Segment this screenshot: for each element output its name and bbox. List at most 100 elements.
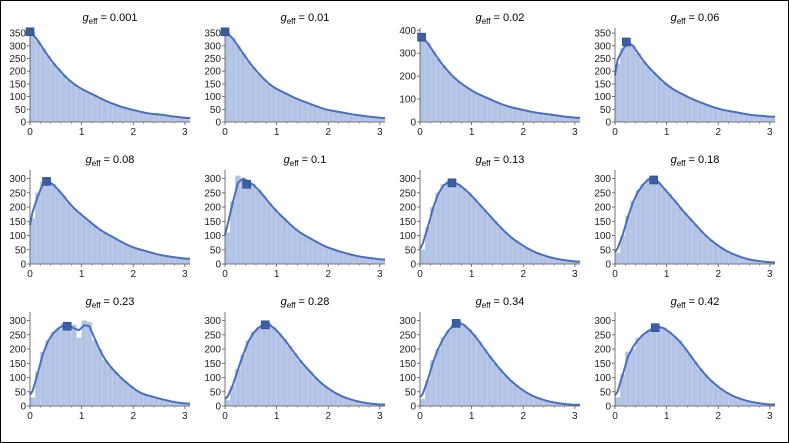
y-tick-label: 250 [399, 188, 416, 199]
histogram-bar [697, 368, 703, 407]
histogram-bar [71, 208, 77, 265]
histogram-bar [476, 94, 483, 123]
histogram-bar [133, 390, 139, 407]
y-tick-label: 200 [204, 203, 221, 214]
histogram-bar [512, 108, 519, 123]
y-tick-label: 50 [600, 387, 612, 398]
x-tick-label: 1 [469, 127, 475, 138]
histogram-bar [348, 254, 355, 265]
histogram-bar [45, 340, 51, 407]
y-tick-label: 150 [9, 79, 26, 90]
y-tick-label: 100 [9, 92, 26, 103]
histogram-bar [635, 53, 642, 123]
density-curve [29, 180, 190, 260]
y-tick-label: 200 [594, 203, 611, 214]
y-tick-label: 300 [594, 316, 611, 327]
histogram-bar [153, 114, 160, 123]
histogram-bar [507, 380, 514, 407]
title-value: = 0.08 [100, 154, 134, 166]
y-tick-label: 250 [9, 54, 26, 65]
histogram-bar [317, 243, 324, 265]
histogram-bar [630, 45, 636, 123]
histogram-bar [687, 354, 693, 407]
y-tick-label: 0 [20, 402, 26, 413]
histogram-bar [281, 92, 288, 123]
histogram-bar [645, 178, 652, 265]
histogram-bar [424, 42, 431, 123]
histogram-bar [445, 330, 452, 407]
histogram-bar [117, 106, 124, 123]
histogram-bar [440, 337, 447, 407]
peak-marker [622, 37, 631, 47]
histogram-bar [91, 95, 98, 123]
y-tick-label: 100 [9, 373, 26, 384]
y-tick-label: 100 [399, 373, 416, 384]
histogram-bar [307, 238, 313, 265]
histogram-bar [718, 247, 724, 265]
density-curve [30, 33, 190, 119]
histogram-bar [266, 323, 272, 407]
histogram-bar [291, 97, 298, 123]
y-tick-label: 300 [9, 41, 26, 52]
histogram-bar [302, 235, 308, 265]
histogram-bar [492, 363, 498, 407]
x-tick-label: 3 [767, 127, 773, 138]
histogram-bar [127, 246, 134, 265]
histogram-bar [271, 208, 277, 265]
y-tick-label: 200 [204, 345, 221, 356]
y-tick-label: 150 [594, 359, 611, 370]
title-value: = 0.13 [490, 154, 524, 166]
histogram-bar [71, 83, 77, 123]
y-tick-label: 0 [20, 118, 26, 129]
histogram-bar [681, 212, 688, 265]
histogram-bar [302, 365, 308, 407]
x-tick-label: 0 [612, 269, 618, 280]
histogram-bar [71, 324, 77, 407]
histogram-bar [419, 35, 426, 123]
histogram-bar [723, 110, 729, 123]
histogram-bar [676, 92, 683, 123]
x-tick-label: 0 [612, 411, 618, 422]
histogram-bar [481, 348, 488, 407]
histogram-bar [102, 232, 108, 265]
y-tick-label: 200 [594, 345, 611, 356]
histogram-bar [138, 249, 144, 265]
panel-9: geff = 0.23 0 1 2 3 0 50 100 150 200 250 300 [9, 296, 191, 422]
title-subscript: eff [92, 159, 102, 168]
y-tick-label: 50 [15, 245, 27, 256]
histogram-bar [692, 100, 698, 123]
y-tick-label: 300 [9, 174, 26, 185]
histogram-bar [517, 109, 524, 123]
y-tick-label: 200 [204, 67, 221, 78]
histogram-bar [497, 103, 503, 123]
panel-title: geff = 0.06 [671, 12, 720, 26]
histogram-bar [492, 101, 498, 123]
x-tick-label: 1 [79, 411, 85, 422]
x-tick-label: 1 [664, 127, 670, 138]
histogram-bar [450, 181, 457, 265]
histogram-bar [50, 331, 57, 407]
histogram-bar [338, 251, 344, 265]
panel-title: geff = 0.01 [281, 12, 330, 26]
panel-10: geff = 0.28 0 1 2 3 0 50 100 150 200 250 300 [204, 296, 386, 422]
title-symbol: g [281, 296, 288, 308]
histogram-bar [492, 221, 498, 265]
histogram-bar [466, 88, 472, 123]
histogram-bar [112, 371, 118, 407]
y-tick-label: 150 [204, 79, 221, 90]
histogram-bar [328, 390, 334, 407]
histogram-bar [127, 109, 134, 123]
x-tick-label: 0 [27, 127, 33, 138]
histogram-bar [656, 182, 662, 265]
x-tick-label: 0 [222, 127, 228, 138]
peak-marker [650, 323, 660, 332]
histogram-bar [328, 110, 334, 123]
y-tick-label: 100 [204, 373, 221, 384]
y-tick-label: 50 [210, 105, 222, 116]
histogram-bar [661, 188, 667, 265]
histogram-bar [250, 67, 257, 123]
density-curve [614, 325, 775, 406]
histogram-bar [112, 104, 118, 123]
title-symbol: g [476, 154, 483, 166]
